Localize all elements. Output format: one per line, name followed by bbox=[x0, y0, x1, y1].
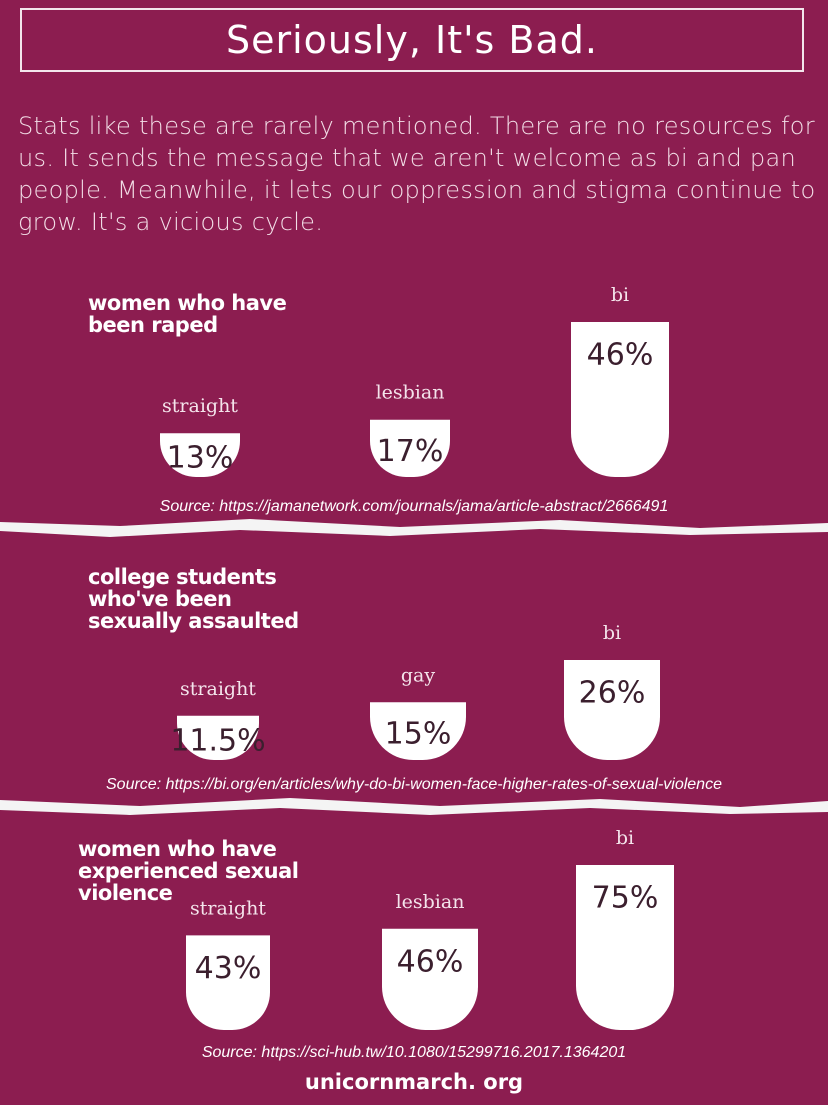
chart-title: women who have been raped bbox=[88, 291, 287, 337]
category-label: lesbian bbox=[376, 382, 445, 404]
bar bbox=[177, 715, 259, 760]
bar bbox=[576, 865, 674, 1030]
source: Source: https://jamanetwork.com/journals… bbox=[160, 498, 669, 515]
bar bbox=[370, 702, 466, 760]
value-label: 11.5% bbox=[170, 723, 265, 758]
value-label: 46% bbox=[587, 338, 654, 373]
bar bbox=[186, 935, 270, 1030]
value-label: 43% bbox=[195, 951, 262, 986]
value-label: 17% bbox=[377, 434, 444, 469]
category-label: lesbian bbox=[396, 891, 465, 913]
value-label: 75% bbox=[592, 881, 659, 916]
source: Source: https://sci-hub.tw/10.1080/15299… bbox=[202, 1044, 626, 1061]
bar bbox=[382, 928, 478, 1030]
category-label: bi bbox=[616, 827, 634, 849]
value-label: 26% bbox=[579, 676, 646, 711]
chart-title: college students who've been sexually as… bbox=[88, 565, 299, 633]
footer: unicornmarch. org bbox=[304, 1070, 524, 1094]
source: Source: https://bi.org/en/articles/why-d… bbox=[106, 776, 722, 793]
torn-divider bbox=[0, 519, 828, 537]
intro-text: Stats like these are rarely mentioned. T… bbox=[18, 112, 816, 236]
category-label: straight bbox=[162, 395, 238, 417]
torn-divider bbox=[0, 798, 828, 815]
value-label: 13% bbox=[167, 441, 234, 476]
category-label: straight bbox=[190, 897, 266, 919]
value-label: 15% bbox=[385, 717, 452, 752]
bar bbox=[571, 322, 669, 477]
chart-title: women who have experienced sexual violen… bbox=[78, 837, 299, 905]
category-label: bi bbox=[603, 622, 621, 644]
category-label: straight bbox=[180, 678, 256, 700]
title: Seriously, It's Bad. bbox=[20, 8, 804, 72]
value-label: 46% bbox=[397, 944, 464, 979]
category-label: bi bbox=[611, 284, 629, 306]
bar bbox=[370, 419, 450, 477]
category-label: gay bbox=[401, 664, 435, 686]
bar bbox=[564, 660, 660, 760]
bar bbox=[160, 433, 240, 477]
